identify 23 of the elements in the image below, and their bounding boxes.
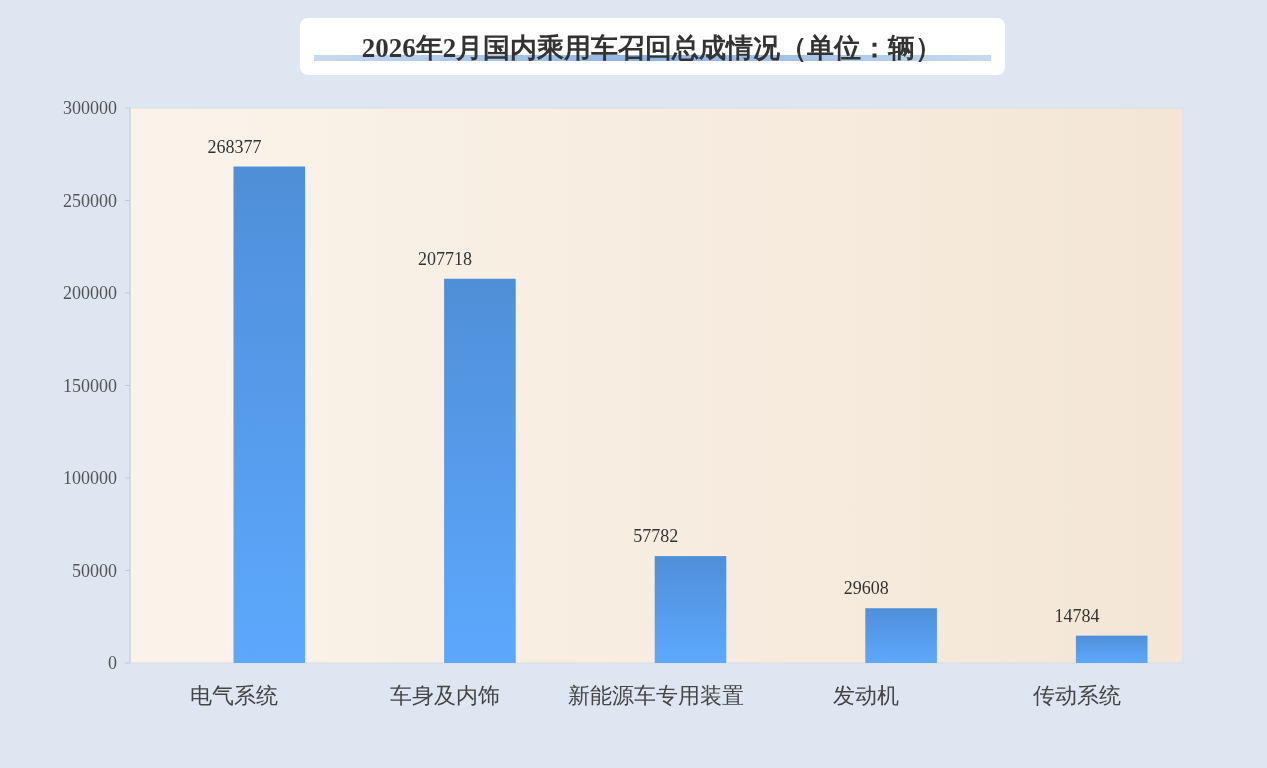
y-tick-label: 250000 [63, 190, 117, 211]
x-tick-label: 车身及内饰 [390, 683, 501, 708]
x-tick-label: 电气系统 [190, 683, 279, 708]
data-label: 29608 [843, 578, 889, 599]
data-label: 57782 [633, 526, 679, 547]
chart-title: 2026年2月国内乘用车召回总成情况（单位：辆） [361, 33, 943, 63]
x-tick-label: 发动机 [833, 683, 900, 708]
data-label: 268377 [207, 136, 262, 157]
x-tick-label: 传动系统 [1032, 683, 1121, 708]
bar [1075, 635, 1148, 663]
y-tick-label: 300000 [63, 98, 117, 119]
data-label: 207718 [418, 248, 473, 269]
bar [654, 556, 727, 663]
y-tick-label: 100000 [63, 468, 117, 489]
bar [444, 278, 516, 663]
y-tick-label: 0 [108, 653, 117, 674]
bar [233, 166, 306, 663]
bar [865, 608, 937, 663]
y-tick-label: 50000 [72, 560, 117, 581]
data-label: 14784 [1054, 605, 1100, 626]
y-tick-label: 150000 [63, 375, 117, 396]
y-tick-label: 200000 [63, 283, 117, 304]
x-tick-label: 新能源车专用装置 [567, 683, 744, 708]
